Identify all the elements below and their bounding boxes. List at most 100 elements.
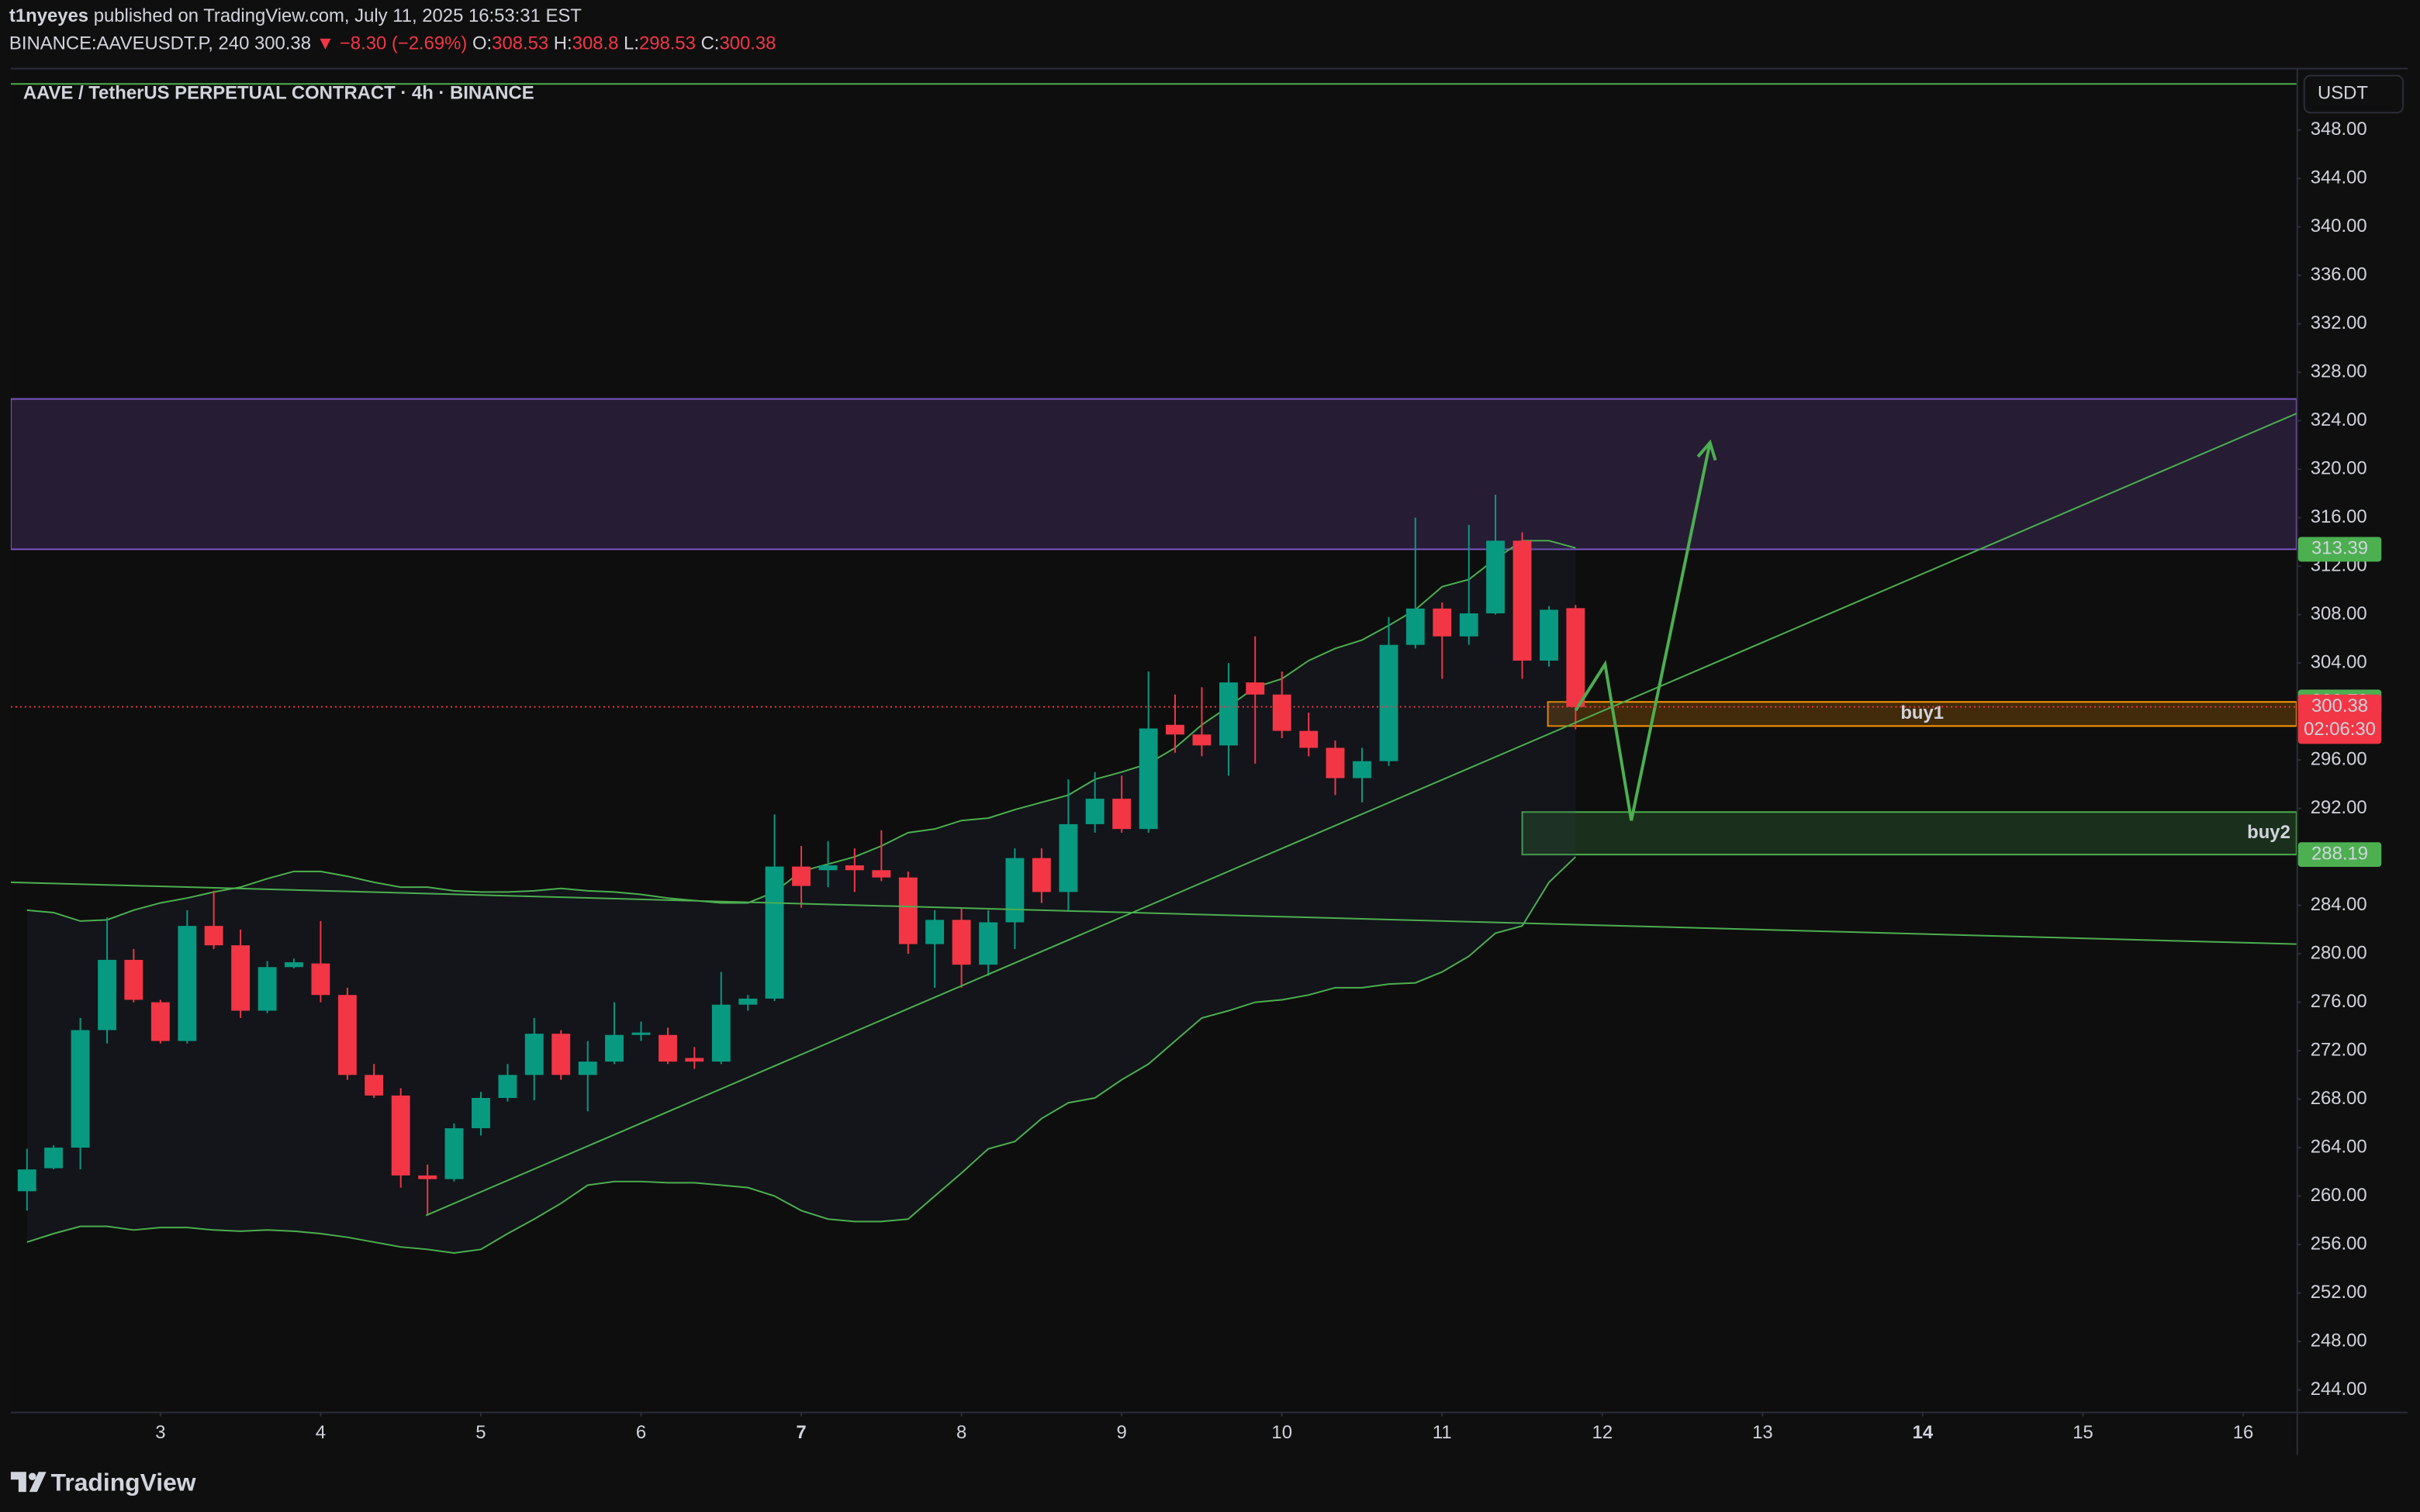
trend-line <box>425 413 2297 1217</box>
candle-body <box>1459 613 1478 637</box>
y-tick-label: 280.00 <box>2311 942 2367 963</box>
candle-body <box>1326 747 1345 778</box>
candle-body <box>711 1004 731 1062</box>
x-tick-label: 10 <box>1271 1422 1292 1443</box>
candle-body <box>1005 858 1025 923</box>
candle-body <box>979 922 998 965</box>
y-tick-label: 304.00 <box>2311 651 2367 672</box>
y-tick-label: 320.00 <box>2311 457 2367 478</box>
x-tick-label: 16 <box>2233 1422 2254 1443</box>
trend-line <box>1574 442 1712 821</box>
ohlc-value: 308.53 <box>492 33 548 54</box>
candle-body <box>1540 609 1558 661</box>
logo-icon <box>10 1472 47 1493</box>
y-tick-label: 272.00 <box>2311 1039 2367 1060</box>
y-tick-label: 316.00 <box>2311 506 2367 527</box>
candle-body <box>258 967 277 1011</box>
y-tick-label: 264.00 <box>2311 1136 2367 1157</box>
y-tick-label: 248.00 <box>2311 1330 2367 1351</box>
y-tick-label: 284.00 <box>2311 894 2367 915</box>
ohlc-value: 308.8 <box>572 33 619 54</box>
price-label: 313.39 <box>2311 538 2368 559</box>
last-price: 300.38 <box>254 33 311 54</box>
trend-line <box>10 881 2297 945</box>
candle-body <box>738 998 758 1005</box>
x-tick-label: 9 <box>1117 1422 1127 1443</box>
candle-body <box>952 920 971 965</box>
candle-body <box>1166 724 1184 735</box>
y-tick-label: 340.00 <box>2311 216 2367 236</box>
change: ▼ −8.30 (−2.69%) <box>316 33 468 54</box>
logo-icon <box>29 1472 36 1481</box>
y-tick-label: 244.00 <box>2311 1379 2367 1400</box>
candle-body <box>124 959 143 1000</box>
x-tick-label: 15 <box>2073 1422 2093 1443</box>
author: t1nyeyes <box>9 5 88 26</box>
candle-body <box>284 962 303 968</box>
candle-body <box>1219 682 1238 746</box>
candle-body <box>311 963 330 996</box>
candle-body <box>17 1169 36 1192</box>
candle-body <box>872 870 891 878</box>
header-line: t1nyeyes published on TradingView.com, J… <box>9 5 582 26</box>
candle-body <box>1059 823 1078 892</box>
candle-body <box>391 1095 410 1175</box>
x-tick-label: 7 <box>796 1422 806 1443</box>
candle-body <box>231 945 251 1011</box>
candle-body <box>578 1062 597 1075</box>
y-tick-label: 256.00 <box>2311 1233 2367 1254</box>
y-tick-label: 324.00 <box>2311 409 2367 430</box>
header-line: BINANCE:AAVEUSDT.P, 240 300.38 ▼ −8.30 (… <box>9 33 776 54</box>
price-label-box <box>2297 537 2382 562</box>
y-tick-label: 252.00 <box>2311 1282 2367 1303</box>
logo <box>10 1472 47 1493</box>
candle-body <box>1192 734 1212 746</box>
candle-body <box>178 926 197 1041</box>
candle-body <box>1272 694 1291 731</box>
candle-body <box>765 866 784 999</box>
candle-body <box>898 877 918 944</box>
symbol: BINANCE:AAVEUSDT.P, 240 <box>9 33 249 54</box>
x-tick-label: 6 <box>636 1422 646 1443</box>
candle-body <box>1139 728 1158 830</box>
ohlc-label: H: <box>554 33 572 54</box>
candle-body <box>44 1148 64 1169</box>
candle-body <box>792 866 811 886</box>
price-label: 288.19 <box>2311 843 2368 864</box>
candle-body <box>472 1098 490 1129</box>
candle-body <box>204 926 223 946</box>
chart-title: AAVE / TetherUS PERPETUAL CONTRACT · 4h … <box>23 83 534 104</box>
y-tick-label: 276.00 <box>2311 991 2367 1012</box>
zone <box>1521 811 2297 856</box>
candle-body <box>365 1075 384 1096</box>
currency[interactable]: USDT <box>2318 83 2368 104</box>
price-label-box <box>2297 842 2382 868</box>
x-tick-label: 14 <box>1913 1422 1934 1443</box>
candle-body <box>1486 540 1505 614</box>
x-tick-label: 13 <box>1752 1422 1773 1443</box>
candle-body <box>1085 799 1105 824</box>
candle-body <box>1512 540 1532 661</box>
candle-body <box>1299 730 1319 748</box>
candle-body <box>818 865 838 871</box>
candle-body <box>444 1128 464 1179</box>
candle-body <box>551 1034 571 1075</box>
countdown: 02:06:30 <box>2304 719 2376 740</box>
y-tick-label: 332.00 <box>2311 312 2367 333</box>
axes: 244.00 248.00 252.00 256.00 260.00 264.00 268.… <box>155 119 2382 1443</box>
candle-body <box>925 920 945 944</box>
candle-body <box>498 1075 517 1099</box>
brand: TradingView <box>51 1469 196 1496</box>
candle-body <box>1433 608 1452 637</box>
band-line <box>26 856 1577 1254</box>
plot: buy1 buy2 <box>10 83 2297 1254</box>
candle-body <box>659 1034 677 1062</box>
candle-body <box>1379 644 1398 761</box>
x-tick-label: 8 <box>956 1422 966 1443</box>
zone <box>1547 701 2297 727</box>
y-tick-label: 268.00 <box>2311 1088 2367 1109</box>
zone-label: buy2 <box>2247 822 2290 843</box>
x-tick-label: 5 <box>475 1422 486 1443</box>
currency-button[interactable] <box>2303 74 2404 114</box>
